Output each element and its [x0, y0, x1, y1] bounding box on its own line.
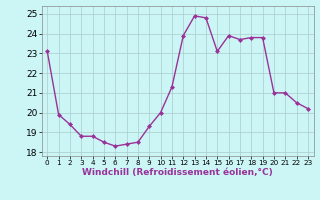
X-axis label: Windchill (Refroidissement éolien,°C): Windchill (Refroidissement éolien,°C): [82, 168, 273, 177]
